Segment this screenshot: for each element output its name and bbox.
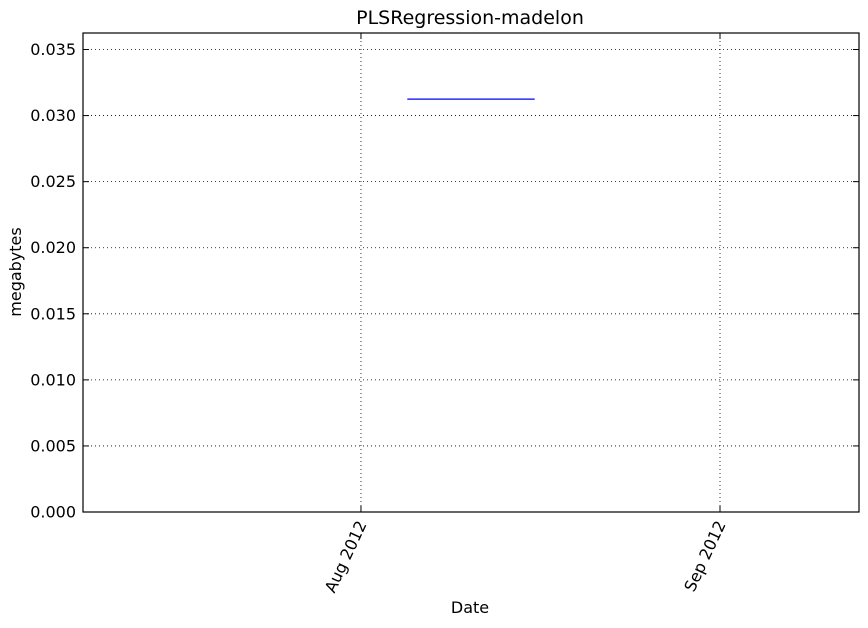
y-tick-label: 0.000	[30, 503, 76, 522]
plot-frame	[82, 32, 860, 513]
y-tick-label: 0.025	[30, 172, 76, 191]
y-axis-label: megabytes	[6, 227, 25, 316]
y-tick-label: 0.015	[30, 304, 76, 323]
y-tick-label: 0.035	[30, 40, 76, 59]
y-tick-label: 0.030	[30, 106, 76, 125]
x-axis-label: Date	[451, 598, 489, 617]
y-tick-label: 0.020	[30, 238, 76, 257]
y-tick-label: 0.010	[30, 370, 76, 389]
y-tick-label: 0.005	[30, 436, 76, 455]
chart-title: PLSRegression-madelon	[356, 7, 584, 29]
